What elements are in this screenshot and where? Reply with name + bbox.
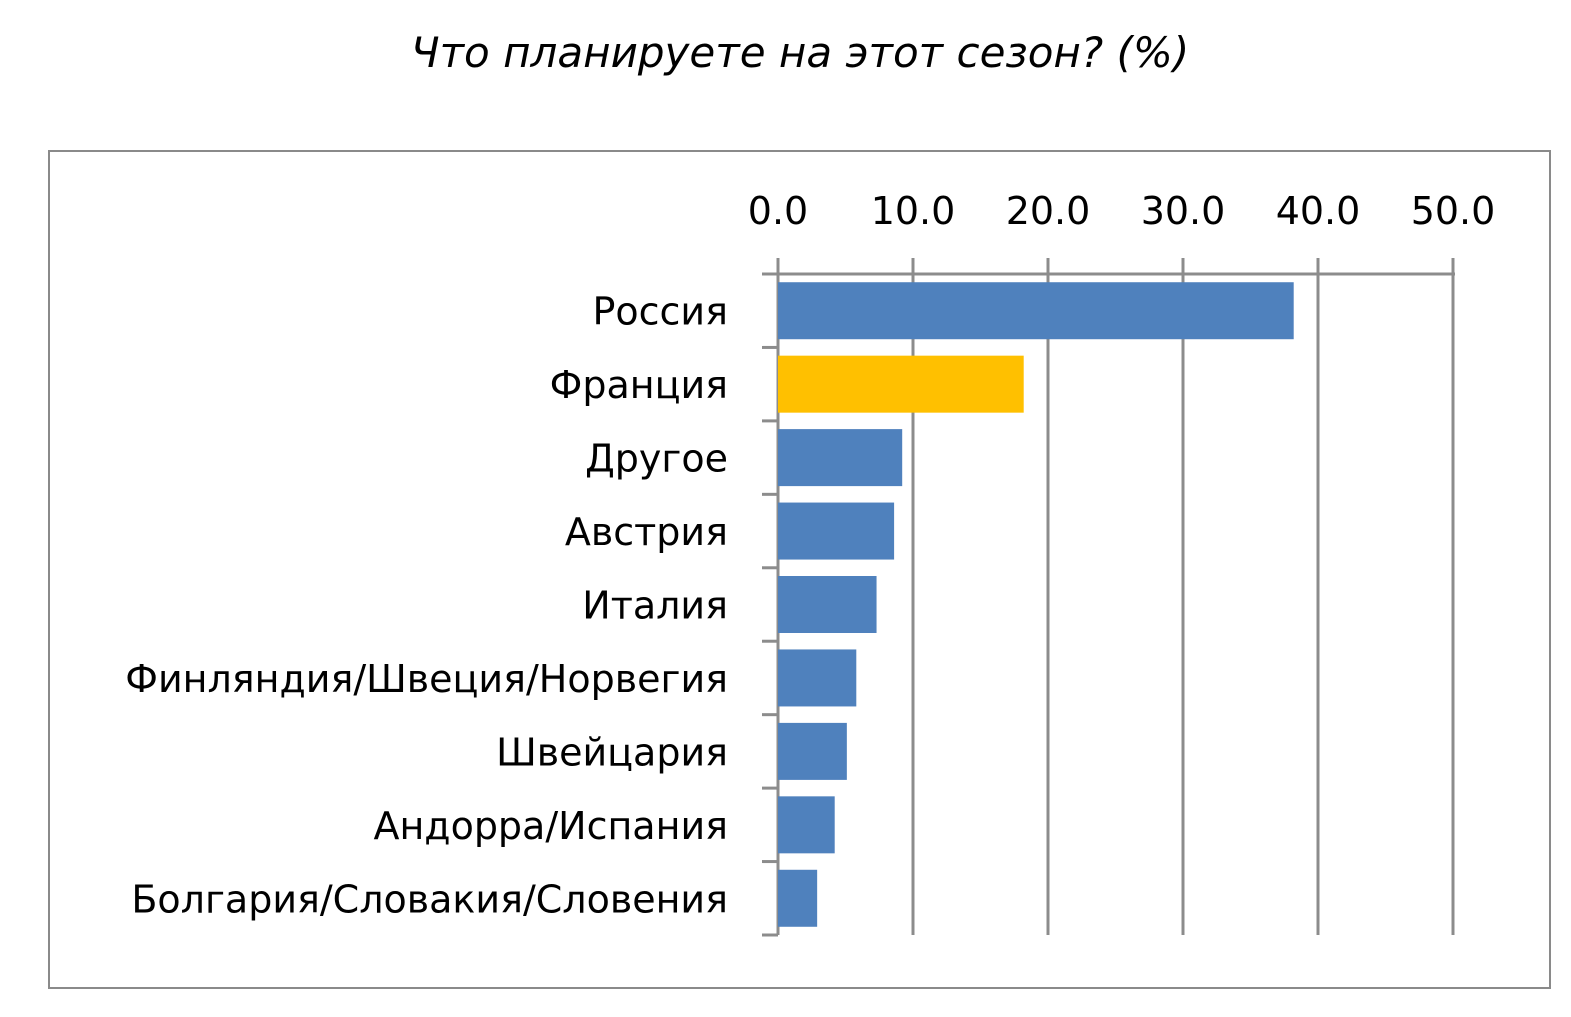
x-tick-label-3: 30.0 [1141, 189, 1226, 233]
bar-5 [778, 576, 877, 633]
x-tick-label-5: 50.0 [1411, 189, 1496, 233]
category-label-8: Андорра/Испания [373, 804, 728, 848]
x-tick-label-2: 20.0 [1006, 189, 1091, 233]
category-label-3: Другое [585, 437, 728, 481]
category-label-9: Болгария/Словакия/Словения [131, 877, 728, 921]
plot-frame [48, 150, 1551, 989]
category-label-6: Финляндия/Швеция/Норвегия [125, 657, 728, 701]
bar-3 [778, 429, 903, 487]
category-label-7: Швейцария [496, 730, 728, 774]
x-tick-label-4: 40.0 [1276, 189, 1361, 233]
category-label-2: Франция [550, 363, 728, 407]
bar-2 [778, 355, 1024, 413]
bar-4 [778, 502, 895, 560]
category-label-1: Россия [592, 290, 728, 334]
bar-8 [778, 796, 835, 854]
chart-title: Что планируете на этот сезон? (%) [410, 28, 1190, 77]
bar-6 [778, 649, 857, 707]
category-label-5: Италия [582, 584, 728, 628]
x-tick-label-0: 0.0 [748, 189, 808, 233]
x-tick-label-1: 10.0 [871, 189, 956, 233]
bar-9 [778, 869, 818, 927]
category-label-4: Австрия [565, 510, 728, 554]
bar-7 [778, 722, 847, 780]
bar-1 [778, 282, 1294, 340]
